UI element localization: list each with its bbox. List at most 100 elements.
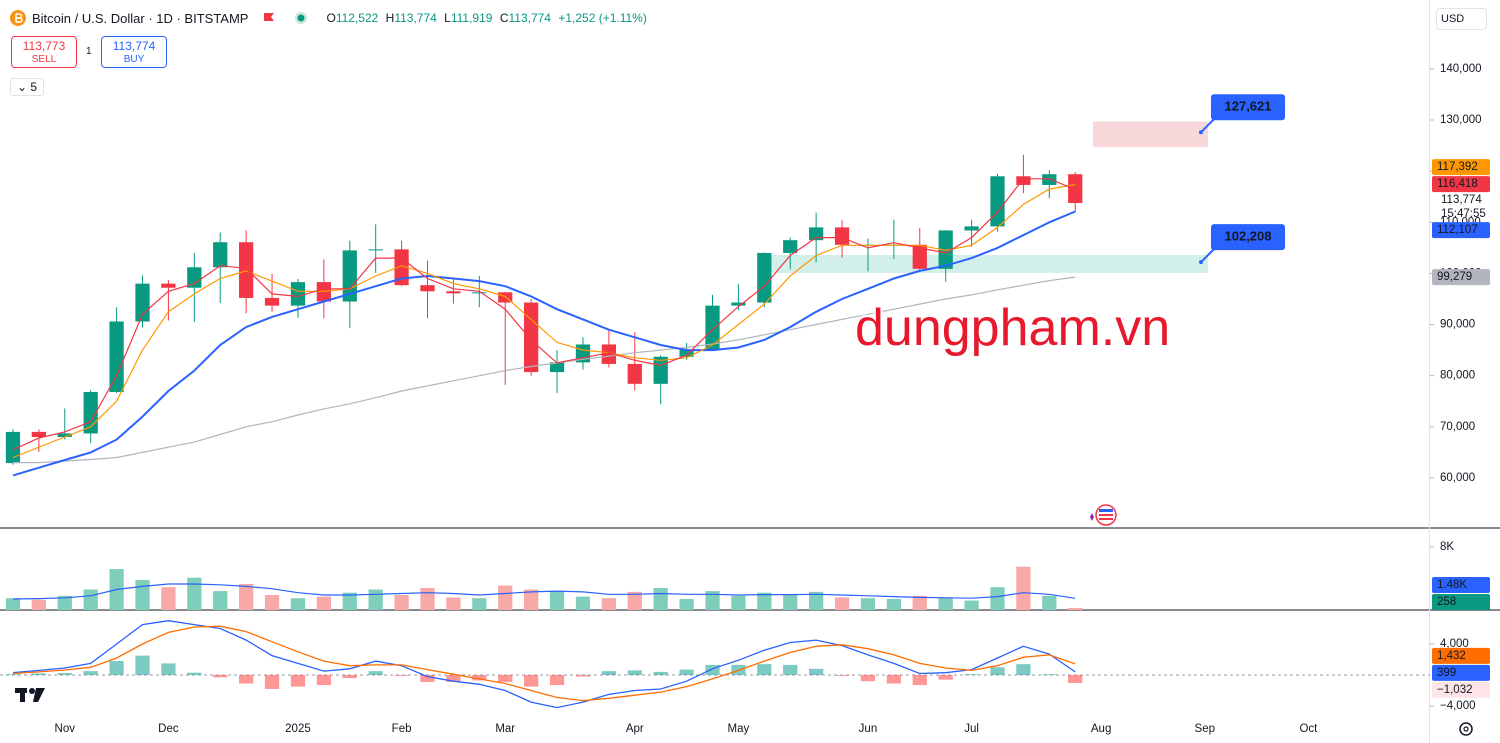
x-tick-label: Mar <box>495 723 515 735</box>
candle-body <box>420 285 435 292</box>
price-badge-label: 117,392 <box>1437 161 1478 173</box>
macd-histogram <box>705 664 720 676</box>
callout-label: 102,208 <box>1225 229 1272 244</box>
callout-label: 127,621 <box>1225 99 1272 114</box>
price-badge <box>1432 269 1490 286</box>
macd-histogram <box>5 674 21 676</box>
y-tick-label: 90,000 <box>1440 319 1475 331</box>
macd-histogram <box>83 671 98 676</box>
macd-histogram <box>524 675 539 687</box>
volume-bar <box>57 595 72 610</box>
ohlc-values: O112,522 H113,774 L111,919 C113,774 +1,2… <box>322 11 646 25</box>
callout-pointer <box>1200 117 1216 133</box>
volume-bar <box>601 598 616 610</box>
macd-histogram <box>213 675 228 678</box>
macd-line <box>12 620 1076 709</box>
macd-histogram <box>31 673 46 676</box>
candle-body <box>109 321 124 393</box>
candle-body <box>472 292 487 294</box>
candle-body <box>446 291 461 294</box>
callout-box <box>1211 94 1285 121</box>
price-badge-label: 112,107 <box>1437 224 1478 236</box>
volume-ma <box>12 583 1076 600</box>
volume-bar <box>472 598 487 610</box>
volume-bar <box>627 591 642 610</box>
candle-body <box>705 305 720 350</box>
events-icon[interactable] <box>1090 504 1117 526</box>
macd-histogram <box>57 673 72 676</box>
candle-body <box>834 227 850 245</box>
macd-histogram <box>912 675 927 686</box>
y-tick-label: 80,000 <box>1440 370 1475 382</box>
volume-bar <box>990 587 1005 610</box>
macd-histogram <box>290 675 306 687</box>
volume-bar <box>524 589 539 610</box>
moving-average <box>12 183 1076 459</box>
symbol-header: Bitcoin / U.S. Dollar · 1D · BITSTAMP O1… <box>10 10 647 26</box>
volume-bar <box>809 591 824 610</box>
ohlc-value: 112,522 <box>335 11 379 25</box>
buy-button[interactable]: 113,774 BUY <box>101 36 167 68</box>
macd-histogram <box>783 664 798 676</box>
currency-select[interactable]: USD <box>1436 8 1488 30</box>
zone <box>1093 121 1208 148</box>
watermark: dungpham.vn <box>855 299 1171 357</box>
zone <box>762 255 1208 273</box>
macd-line <box>12 625 1076 702</box>
volume-bar <box>394 595 409 610</box>
sell-button[interactable]: 113,773 SELL <box>11 36 77 68</box>
macd-histogram <box>135 655 150 676</box>
macd-histogram <box>187 672 202 676</box>
candle-body <box>809 227 824 241</box>
volume-bar <box>187 577 202 610</box>
x-tick-label: Jul <box>964 723 979 735</box>
flag-icon[interactable] <box>262 11 276 25</box>
macd-histogram <box>342 675 357 679</box>
symbol-title[interactable]: Bitcoin / U.S. Dollar · 1D · BITSTAMP <box>32 10 249 26</box>
x-tick-label: Nov <box>55 723 76 735</box>
macd-histogram <box>394 675 409 676</box>
x-tick-label: Dec <box>158 723 179 735</box>
volume-bar <box>135 580 150 610</box>
price-badge <box>1432 222 1490 239</box>
macd-histogram <box>1068 675 1083 683</box>
volume-bar <box>342 592 357 610</box>
macd-histogram <box>316 675 331 686</box>
volume-bar <box>964 600 979 610</box>
volume-bar <box>731 595 746 610</box>
y-tick-label: 4,000 <box>1440 638 1469 650</box>
volume-bar <box>368 589 383 610</box>
x-tick-label: Aug <box>1091 723 1111 735</box>
volume-bar <box>938 597 953 610</box>
candle-body <box>1068 174 1083 203</box>
market-status[interactable] <box>294 11 308 25</box>
price-badge-label: −1,032 <box>1437 684 1473 696</box>
macd-histogram <box>860 675 876 682</box>
ohlc-key: H <box>385 11 395 25</box>
volume-bar <box>679 598 694 610</box>
candle-body <box>187 267 202 288</box>
y-tick-label: −4,000 <box>1440 700 1476 712</box>
price-badge <box>1432 664 1490 681</box>
macd-histogram <box>368 671 383 676</box>
buy-price: 113,774 <box>112 39 156 53</box>
callout-point <box>1199 130 1203 135</box>
volume-bar <box>5 598 21 610</box>
price-badge <box>1432 681 1490 698</box>
callout-point <box>1199 260 1203 265</box>
volume-bar <box>1068 607 1083 610</box>
settings-icon[interactable] <box>1459 722 1473 736</box>
volume-bar <box>420 587 435 610</box>
spread: 1 <box>86 46 92 57</box>
price-change: +1,252 (+1.11%) <box>558 11 647 25</box>
buy-label: BUY <box>123 54 145 65</box>
volume-bar <box>316 596 331 610</box>
indicators-toggle[interactable]: ⌄ 5 <box>10 78 45 96</box>
ohlc-key: L <box>444 11 451 25</box>
y-tick-label: 130,000 <box>1440 114 1482 126</box>
volume-bar <box>498 585 513 610</box>
x-tick-label: Jun <box>859 723 878 735</box>
macd-histogram <box>757 664 772 676</box>
ohlc-key: O <box>326 11 336 25</box>
macd-histogram <box>601 671 616 676</box>
